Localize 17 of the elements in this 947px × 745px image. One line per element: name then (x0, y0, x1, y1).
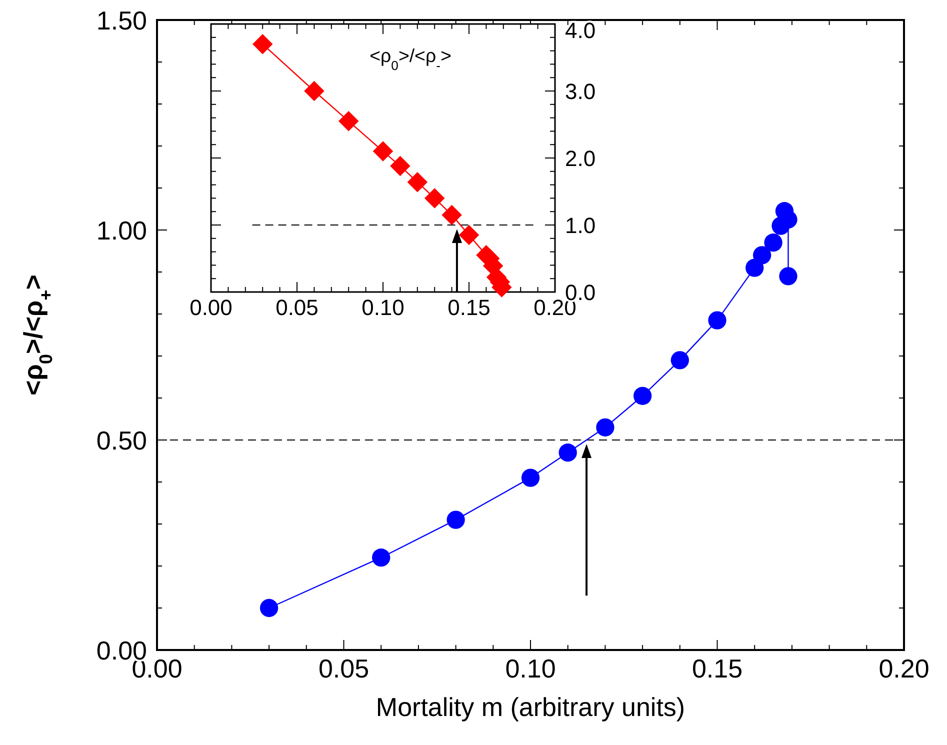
y2-tick-label: 1.0 (565, 212, 596, 238)
x-tick-label: 0.05 (276, 295, 318, 320)
x-tick-label: 0.15 (692, 653, 743, 684)
x-tick-label: 0.10 (505, 653, 556, 684)
y2-tick-label: 3.0 (565, 78, 596, 104)
y-tick-label: 0.50 (96, 425, 147, 456)
x-tick-label: 0.10 (362, 295, 404, 320)
text: <ρ$_{0}$>/<ρ$_{-}$> (370, 45, 452, 72)
x-tick-label: 0.00 (190, 295, 232, 320)
y2-tick-label: 2.0 (565, 146, 596, 171)
x-axis-title: Mortality m (arbitrary units) (376, 692, 686, 722)
y-tick-label: 1.50 (96, 5, 147, 36)
x-tick-label: 0.15 (448, 295, 490, 320)
x-tick-label: 0.20 (878, 653, 930, 684)
x-tick-label: 0.05 (318, 653, 370, 684)
y-tick-label: 1.00 (96, 215, 147, 246)
y2-tick-label: 4.0 (565, 18, 596, 43)
